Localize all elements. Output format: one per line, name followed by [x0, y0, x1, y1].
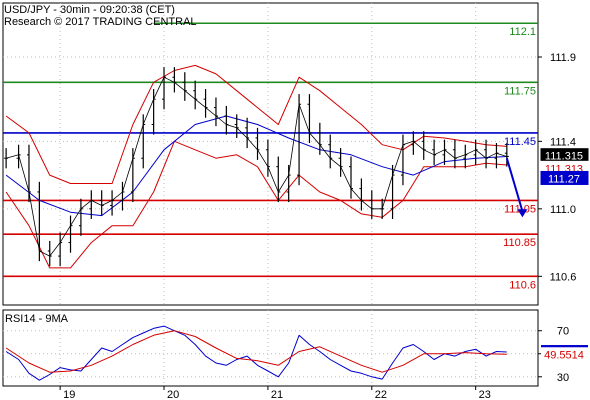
price-tag-label-2: 111.27: [548, 173, 580, 185]
rsi-ytick-label-2: 30: [557, 372, 569, 384]
main-ytick-label-1: 111.4: [550, 136, 576, 148]
rsi-series-line-0: [5, 325, 507, 381]
rsi-tag-bg-1: [541, 347, 588, 361]
band-lower-line: [5, 140, 507, 269]
rsi-series-line-1: [5, 330, 507, 373]
forecast-arrow-shaft: [505, 157, 524, 212]
main-ytick-label-0: 111.9: [550, 52, 576, 64]
main-plot-area: [2, 2, 539, 306]
level-label-2: 111.45: [504, 136, 536, 148]
rsi-series: [5, 325, 507, 381]
rsi-tags: 51.498949.5514: [541, 345, 588, 361]
price-tag-bg-2: [540, 170, 589, 185]
level-label-4: 110.85: [503, 237, 536, 249]
price-series: [4, 64, 528, 269]
main-ytick-label-2: 111.0: [550, 204, 576, 216]
x-axis: 19 20 21 22 23: [59, 386, 491, 400]
xtick-label-4: 23: [479, 389, 491, 400]
forecast-arrow-head: [517, 209, 528, 218]
xtick-label-1: 20: [167, 389, 179, 400]
rsi-title: RSI14 - 9MA: [5, 313, 69, 325]
price-tag-label-0: 111.315: [545, 151, 583, 163]
rsi-panel: 705030 51.498949.5514 RSI14 - 9MA: [2, 309, 588, 387]
xtick-label-3: 22: [375, 389, 387, 400]
chart-copyright: Research © 2017 TRADING CENTRAL: [4, 16, 197, 28]
chart-title: USD/JPY - 30min - 09:20:38 (CET): [4, 4, 175, 16]
main-y-axis: 111.9 111.4 111.0 110.6: [538, 52, 576, 283]
level-label-5: 110.6: [509, 279, 536, 291]
rsi-plot-area: [2, 309, 539, 387]
xtick-label-2: 21: [271, 389, 283, 400]
price-line: [5, 76, 507, 257]
rsi-ytick-label-0: 70: [557, 326, 569, 338]
level-label-1: 111.75: [504, 85, 536, 97]
level-label-0: 112.1: [509, 26, 536, 38]
rsi-tag-label-1: 49.5514: [544, 349, 584, 361]
xtick-label-0: 19: [63, 389, 75, 400]
rsi-grid: [3, 310, 538, 386]
main-ytick-label-3: 110.6: [550, 271, 577, 283]
